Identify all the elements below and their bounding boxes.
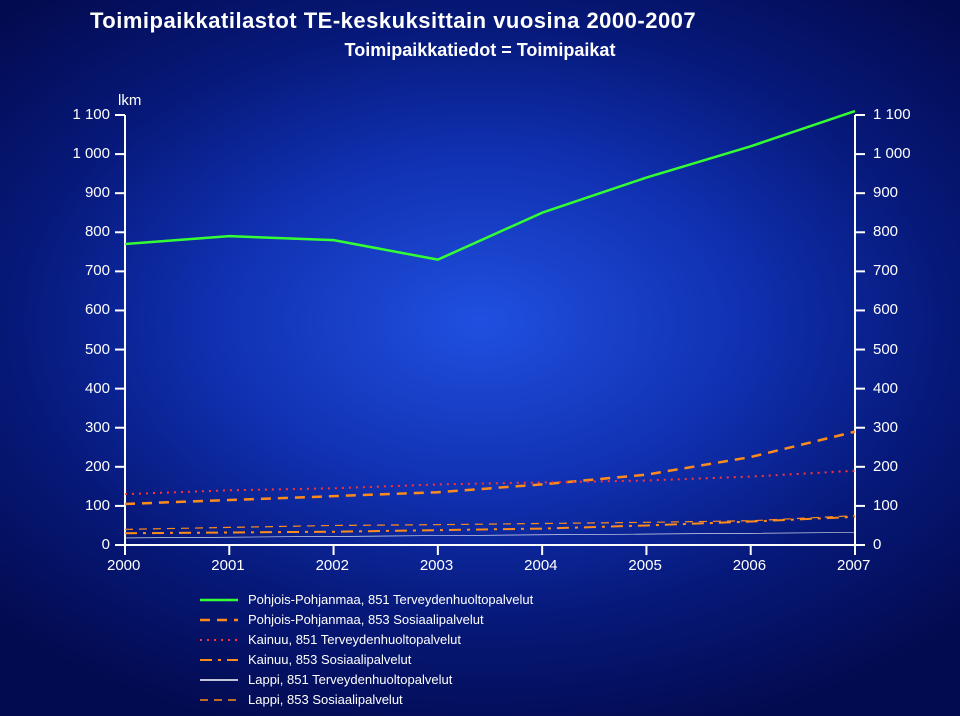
y-tick-label-right: 200 <box>873 458 898 475</box>
legend-item: Pohjois-Pohjanmaa, 851 Terveydenhuoltopa… <box>200 590 533 610</box>
y-tick-label-right: 300 <box>873 419 898 436</box>
x-tick-label: 2006 <box>733 557 766 574</box>
y-tick-label: 0 <box>102 536 110 553</box>
legend-label: Lappi, 853 Sosiaalipalvelut <box>248 690 403 710</box>
chart-title: Toimipaikkatilastot TE-keskuksittain vuo… <box>90 8 870 34</box>
y-tick-label-right: 1 100 <box>873 106 911 123</box>
legend-swatch <box>200 673 238 687</box>
legend-label: Kainuu, 851 Terveydenhuoltopalvelut <box>248 630 461 650</box>
legend-item: Lappi, 853 Sosiaalipalvelut <box>200 690 533 710</box>
y-tick-label: 200 <box>85 458 110 475</box>
y-tick-label: 500 <box>85 341 110 358</box>
y-tick-label-right: 600 <box>873 301 898 318</box>
legend-label: Pohjois-Pohjanmaa, 853 Sosiaalipalvelut <box>248 610 484 630</box>
legend-item: Lappi, 851 Terveydenhuoltopalvelut <box>200 670 533 690</box>
y-tick-label: 1 000 <box>72 145 110 162</box>
y-tick-label: 300 <box>85 419 110 436</box>
chart-subtitle: Toimipaikkatiedot = Toimipaikat <box>0 40 960 61</box>
y-tick-label: 100 <box>85 497 110 514</box>
x-tick-label: 2003 <box>420 557 453 574</box>
y-tick-label-right: 0 <box>873 536 881 553</box>
x-tick-label: 2001 <box>211 557 244 574</box>
x-tick-label: 2002 <box>316 557 349 574</box>
line-chart <box>95 105 885 575</box>
y-tick-label: 900 <box>85 184 110 201</box>
legend-label: Lappi, 851 Terveydenhuoltopalvelut <box>248 670 452 690</box>
x-tick-label: 2005 <box>628 557 661 574</box>
legend-swatch <box>200 593 238 607</box>
legend-swatch <box>200 653 238 667</box>
y-tick-label: 800 <box>85 223 110 240</box>
legend-item: Kainuu, 851 Terveydenhuoltopalvelut <box>200 630 533 650</box>
legend-swatch <box>200 613 238 627</box>
y-tick-label: 1 100 <box>72 106 110 123</box>
y-tick-label: 700 <box>85 262 110 279</box>
y-tick-label-right: 800 <box>873 223 898 240</box>
slide-container: Toimipaikkatilastot TE-keskuksittain vuo… <box>0 0 960 716</box>
y-tick-label-right: 100 <box>873 497 898 514</box>
legend-item: Pohjois-Pohjanmaa, 853 Sosiaalipalvelut <box>200 610 533 630</box>
y-tick-label: 600 <box>85 301 110 318</box>
y-tick-label-right: 700 <box>873 262 898 279</box>
chart-legend: Pohjois-Pohjanmaa, 851 Terveydenhuoltopa… <box>200 590 533 710</box>
legend-swatch <box>200 693 238 707</box>
x-tick-label: 2007 <box>837 557 870 574</box>
legend-label: Pohjois-Pohjanmaa, 851 Terveydenhuoltopa… <box>248 590 533 610</box>
legend-item: Kainuu, 853 Sosiaalipalvelut <box>200 650 533 670</box>
y-tick-label-right: 1 000 <box>873 145 911 162</box>
x-tick-label: 2000 <box>107 557 140 574</box>
legend-swatch <box>200 633 238 647</box>
legend-label: Kainuu, 853 Sosiaalipalvelut <box>248 650 411 670</box>
y-tick-label-right: 900 <box>873 184 898 201</box>
y-tick-label-right: 500 <box>873 341 898 358</box>
y-tick-label: 400 <box>85 380 110 397</box>
y-tick-label-right: 400 <box>873 380 898 397</box>
x-tick-label: 2004 <box>524 557 557 574</box>
